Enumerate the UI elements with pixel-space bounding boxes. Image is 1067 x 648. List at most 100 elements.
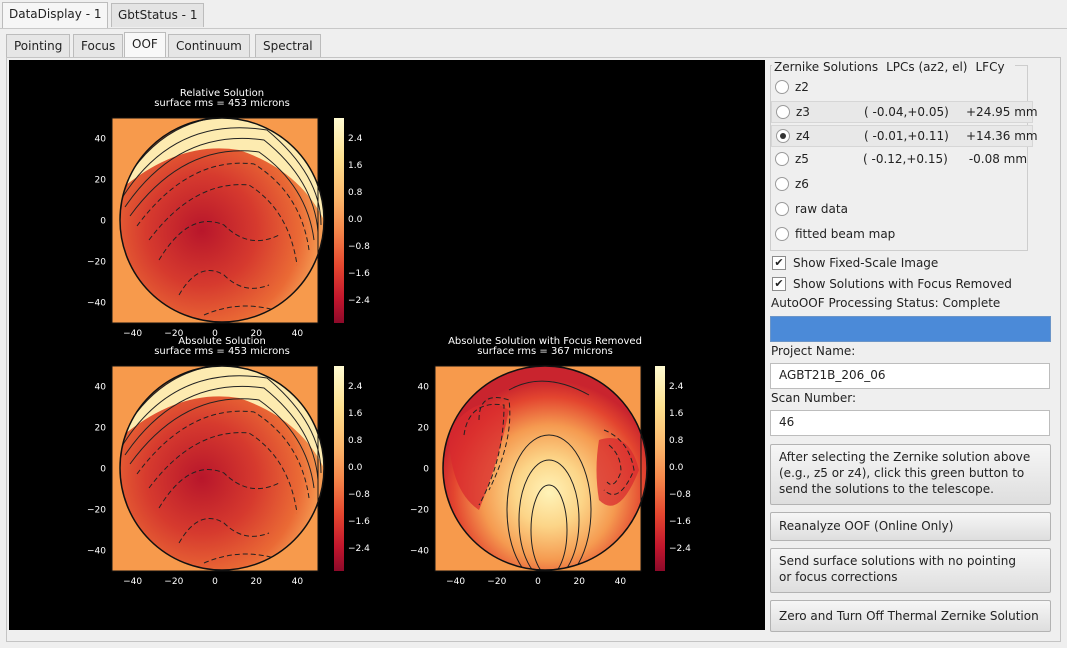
- zernike-option-z6[interactable]: z6: [771, 174, 1033, 196]
- plot-subtitle: surface rms = 453 microns: [154, 346, 290, 357]
- window-tab-bar: DataDisplay - 1 GbtStatus - 1: [0, 0, 1067, 29]
- scan-number-field[interactable]: 46: [770, 410, 1050, 436]
- checkmark-icon[interactable]: ✔: [772, 277, 786, 291]
- send-surface-button[interactable]: Send surface solutions with no pointing …: [770, 548, 1051, 593]
- status-progress-bar: [770, 316, 1051, 342]
- x-tick-label: 20: [573, 577, 585, 587]
- y-tick-label: 20: [95, 424, 107, 434]
- focus-removed-checkbox[interactable]: ✔ Show Solutions with Focus Removed: [772, 276, 1052, 294]
- x-tick-label: −40: [446, 577, 465, 587]
- tab-gbtstatus[interactable]: GbtStatus - 1: [111, 3, 205, 27]
- zernike-option-label: z5: [795, 152, 809, 166]
- colorbar-tick-label: −1.6: [669, 517, 691, 527]
- status-label: AutoOOF Processing Status: Complete: [771, 296, 1001, 310]
- colorbar-tick-label: −1.6: [348, 517, 370, 527]
- zernike-option-label: z4: [796, 129, 810, 143]
- colorbar-tick-label: 0.0: [669, 463, 684, 473]
- zernike-lpc-value: ( -0.12,+0.15): [863, 152, 948, 166]
- zernike-lpc-value: ( -0.04,+0.05): [864, 105, 949, 119]
- zernike-header-lfcy: LFCy: [975, 60, 1005, 74]
- zernike-option-z3[interactable]: z3 ( -0.04,+0.05) +24.95 mm: [771, 101, 1038, 123]
- project-name-field[interactable]: AGBT21B_206_06: [770, 363, 1050, 389]
- zernike-option-label: z6: [795, 177, 809, 191]
- zernike-lfcy-value: -0.08 mm: [965, 152, 1028, 166]
- send-solutions-button[interactable]: After selecting the Zernike solution abo…: [770, 444, 1051, 505]
- x-tick-label: 0: [535, 577, 541, 587]
- plot-subtitle: surface rms = 367 microns: [477, 346, 613, 357]
- x-tick-label: 40: [292, 329, 304, 339]
- colorbar-tick-label: −1.6: [348, 269, 370, 279]
- y-tick-label: −20: [87, 506, 106, 516]
- y-tick-label: 40: [95, 135, 107, 145]
- radio-icon[interactable]: [775, 202, 789, 216]
- zernike-option-raw-data[interactable]: raw data: [771, 199, 1033, 221]
- y-tick-label: 40: [95, 383, 107, 393]
- radio-icon[interactable]: [775, 177, 789, 191]
- radio-icon[interactable]: [775, 227, 789, 241]
- y-tick-label: 20: [95, 176, 107, 186]
- radio-icon[interactable]: [775, 152, 789, 166]
- zernike-header-title: Zernike Solutions: [774, 60, 879, 74]
- colorbar-tick-label: 0.0: [348, 463, 363, 473]
- checkbox-label: Show Solutions with Focus Removed: [793, 277, 1012, 291]
- tab-spectral-line[interactable]: Spectral Line: [255, 34, 321, 75]
- radio-icon[interactable]: [775, 80, 789, 94]
- zernike-option-label: z3: [796, 105, 810, 119]
- colorbar-tick-label: 2.4: [348, 134, 363, 144]
- tab-datadisplay[interactable]: DataDisplay - 1: [2, 2, 109, 28]
- y-tick-label: 0: [100, 217, 106, 227]
- oof-plot-canvas: Relative Solution surface rms = 453 micro…: [9, 60, 765, 630]
- checkmark-icon[interactable]: ✔: [772, 256, 786, 270]
- project-name-label: Project Name:: [771, 344, 856, 358]
- zernike-option-z5[interactable]: z5 ( -0.12,+0.15) -0.08 mm: [771, 149, 1033, 171]
- plot-title: Absolute Solution: [178, 336, 266, 347]
- zero-thermal-button[interactable]: Zero and Turn Off Thermal Zernike Soluti…: [770, 600, 1051, 632]
- y-tick-label: −20: [410, 506, 429, 516]
- zernike-option-label: raw data: [795, 202, 848, 216]
- x-tick-label: −20: [487, 577, 506, 587]
- colorbar-tick-label: 0.0: [348, 215, 363, 225]
- x-tick-label: −40: [123, 577, 142, 587]
- x-tick-label: 40: [292, 577, 304, 587]
- x-tick-label: 0: [212, 577, 218, 587]
- y-tick-label: 0: [100, 465, 106, 475]
- x-tick-label: 0: [212, 329, 218, 339]
- fixed-scale-checkbox[interactable]: ✔ Show Fixed-Scale Image: [772, 255, 1052, 273]
- y-tick-label: −20: [87, 258, 106, 268]
- radio-selected-icon[interactable]: [776, 129, 790, 143]
- colorbar-tick-label: 2.4: [669, 382, 684, 392]
- zernike-option-z4[interactable]: z4 ( -0.01,+0.11) +14.36 mm: [771, 125, 1038, 147]
- tab-continuum[interactable]: Continuum: [168, 34, 250, 58]
- zernike-option-label: fitted beam map: [795, 227, 896, 241]
- colorbar-tick-label: 0.8: [669, 436, 684, 446]
- x-tick-label: 40: [615, 577, 627, 587]
- x-tick-label: −20: [164, 329, 183, 339]
- x-tick-label: 20: [250, 329, 262, 339]
- colorbar-tick-label: −0.8: [348, 242, 370, 252]
- tab-pointing[interactable]: Pointing: [6, 34, 71, 58]
- tab-focus[interactable]: Focus: [73, 34, 124, 58]
- zernike-lpc-value: ( -0.01,+0.11): [864, 129, 949, 143]
- reanalyze-oof-button[interactable]: Reanalyze OOF (Online Only): [770, 512, 1051, 541]
- colorbar-tick-label: −2.4: [669, 544, 691, 554]
- colorbar-tick-label: 1.6: [348, 409, 363, 419]
- y-tick-label: −40: [87, 299, 106, 309]
- colorbar-tick-label: −2.4: [348, 544, 370, 554]
- zernike-option-z2[interactable]: z2: [771, 77, 1033, 99]
- y-tick-label: 0: [423, 465, 429, 475]
- radio-icon[interactable]: [776, 105, 790, 119]
- zernike-lfcy-value: +24.95 mm: [966, 105, 1038, 119]
- x-tick-label: 20: [250, 577, 262, 587]
- colorbar-tick-label: 1.6: [348, 161, 363, 171]
- colorbar-tick-label: −2.4: [348, 296, 370, 306]
- x-tick-label: −20: [164, 577, 183, 587]
- colorbar-tick-label: −0.8: [348, 490, 370, 500]
- y-tick-label: 20: [418, 424, 430, 434]
- plot-title: Absolute Solution with Focus Removed: [448, 336, 642, 347]
- zernike-option-fitted-beam-map[interactable]: fitted beam map: [771, 224, 1033, 246]
- checkbox-label: Show Fixed-Scale Image: [793, 256, 939, 270]
- colorbar-tick-label: 2.4: [348, 382, 363, 392]
- tab-oof[interactable]: OOF: [124, 32, 166, 59]
- zernike-header-lpc: LPCs (az2, el): [886, 60, 968, 74]
